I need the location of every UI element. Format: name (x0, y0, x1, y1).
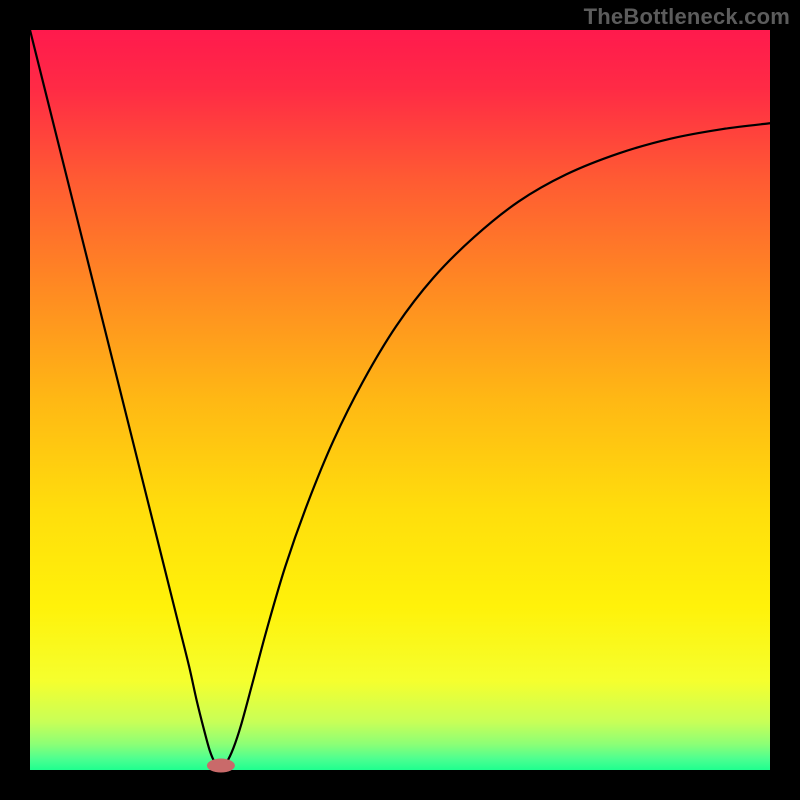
watermark-text: TheBottleneck.com (584, 4, 790, 30)
bottleneck-chart (0, 0, 800, 800)
optimal-point-marker (207, 759, 235, 773)
chart-container: TheBottleneck.com (0, 0, 800, 800)
